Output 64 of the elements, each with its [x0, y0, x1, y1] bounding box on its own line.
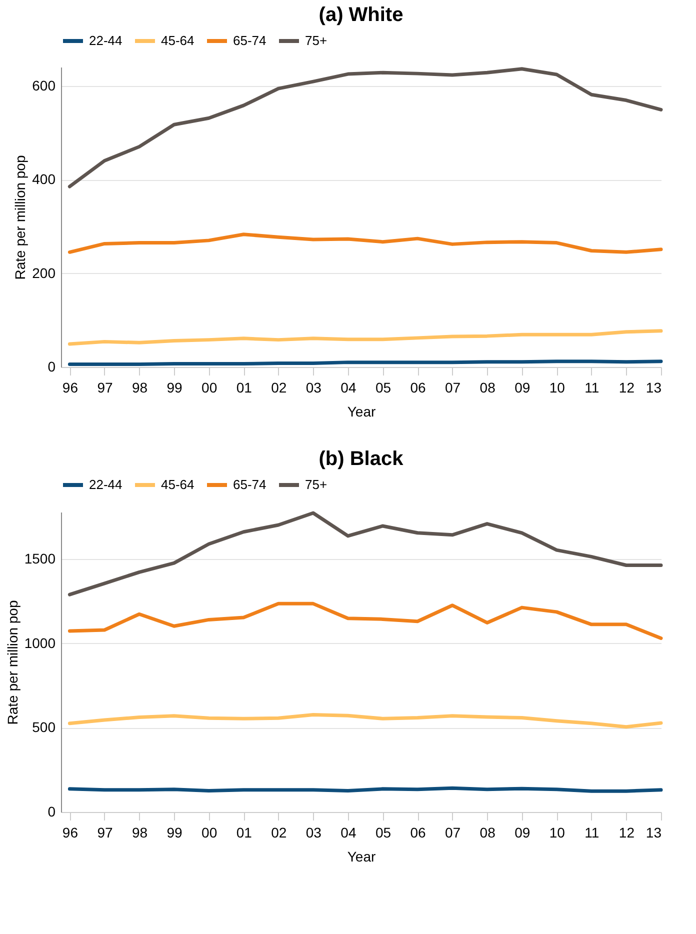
y-tick-label: 400 — [32, 171, 56, 187]
x-tick-label: 10 — [549, 824, 566, 840]
y-tick-label: 0 — [48, 804, 56, 820]
x-tick-label: 06 — [410, 380, 426, 396]
x-axis-title: Year — [347, 848, 376, 864]
line-series — [68, 232, 663, 254]
x-tick-label: 01 — [236, 824, 252, 840]
y-tick-label: 200 — [32, 264, 56, 281]
x-tick-label: 01 — [236, 380, 252, 396]
y-tick-label: 0 — [48, 358, 56, 374]
x-tick-label: 02 — [271, 380, 287, 396]
x-tick-label: 00 — [202, 380, 218, 396]
x-tick-label: 12 — [618, 380, 635, 396]
legend-label: 65-74 — [233, 477, 266, 492]
x-tick-label: 96 — [62, 824, 78, 840]
x-tick-label: 04 — [340, 380, 356, 396]
x-tick-label: 10 — [549, 380, 566, 396]
line-series — [68, 602, 663, 640]
x-tick-label: 99 — [166, 380, 183, 396]
x-tick-label: 98 — [132, 380, 148, 396]
chart-title: (a) White — [318, 4, 404, 26]
x-tick-label: 11 — [584, 824, 600, 840]
y-axis-title: Rate per million pop — [4, 600, 20, 725]
x-tick-label: 12 — [618, 824, 635, 840]
x-tick-label: 09 — [514, 380, 530, 396]
y-tick-label: 600 — [32, 77, 56, 94]
chart-title: (b) Black — [318, 448, 404, 470]
x-tick-label: 96 — [62, 380, 78, 396]
x-tick-label: 97 — [97, 380, 113, 396]
x-tick-label: 00 — [202, 824, 218, 840]
legend-label: 65-74 — [233, 33, 266, 48]
x-tick-label: 13 — [646, 380, 662, 396]
line-series — [68, 511, 663, 596]
line-series — [68, 67, 663, 188]
x-tick-label: 04 — [340, 824, 356, 840]
x-tick-label: 13 — [646, 824, 662, 840]
x-tick-label: 03 — [306, 380, 322, 396]
legend-label: 45-64 — [161, 33, 194, 48]
x-tick-label: 11 — [584, 380, 600, 396]
legend-label: 22-44 — [89, 477, 122, 492]
x-tick-label: 08 — [480, 824, 496, 840]
y-tick-label: 1500 — [24, 550, 56, 567]
x-tick-label: 07 — [445, 380, 461, 396]
x-tick-label: 97 — [97, 824, 113, 840]
y-tick-label: 500 — [32, 719, 56, 736]
x-tick-label: 02 — [271, 824, 287, 840]
line-series — [68, 713, 663, 729]
x-tick-label: 05 — [375, 824, 392, 840]
x-tick-label: 99 — [166, 824, 183, 840]
y-axis-title: Rate per million pop — [12, 155, 28, 280]
legend-label: 22-44 — [89, 33, 122, 48]
y-tick-label: 1000 — [24, 634, 56, 651]
x-tick-label: 07 — [445, 824, 461, 840]
legend-label: 45-64 — [161, 477, 194, 492]
x-tick-label: 98 — [132, 824, 148, 840]
legend-label: 75+ — [305, 477, 328, 492]
x-tick-label: 08 — [480, 380, 496, 396]
x-tick-label: 03 — [306, 824, 322, 840]
x-tick-label: 06 — [410, 824, 426, 840]
x-tick-label: 05 — [375, 380, 392, 396]
x-axis-title: Year — [347, 404, 376, 420]
line-series — [68, 329, 663, 346]
x-tick-label: 09 — [514, 824, 530, 840]
legend-label: 75+ — [305, 33, 328, 48]
